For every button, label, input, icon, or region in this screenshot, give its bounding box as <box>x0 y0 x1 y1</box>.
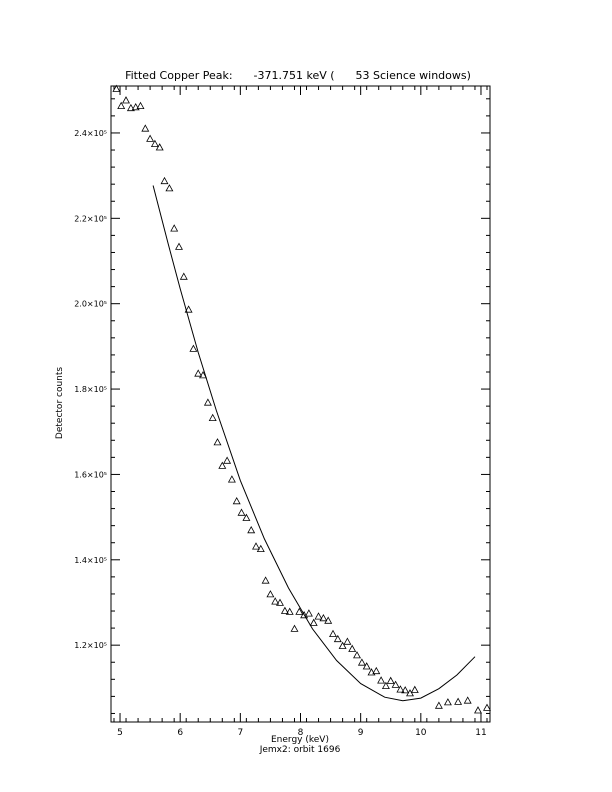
data-point <box>386 676 395 684</box>
data-point <box>474 706 482 714</box>
fit-curve <box>152 185 476 702</box>
x-tick-label: 6 <box>177 728 183 738</box>
data-point <box>377 676 386 684</box>
data-point <box>338 641 347 649</box>
data-point <box>362 662 371 670</box>
data-point <box>256 544 265 552</box>
data-point <box>285 607 294 615</box>
data-point <box>271 597 280 605</box>
data-point <box>304 609 313 617</box>
data-point <box>237 508 246 516</box>
data-point <box>290 624 299 632</box>
data-point <box>170 224 179 232</box>
data-point <box>463 696 472 704</box>
data-point <box>189 344 198 352</box>
x-tick-label: 5 <box>117 728 123 738</box>
data-point <box>141 124 150 132</box>
data-point <box>194 369 203 377</box>
data-point <box>309 618 318 626</box>
data-point <box>227 475 236 483</box>
data-point <box>175 242 183 250</box>
data-point <box>146 134 155 142</box>
data-points-layer <box>112 84 491 714</box>
data-point <box>199 371 207 379</box>
data-point <box>179 272 188 280</box>
data-point <box>242 513 251 521</box>
data-point <box>223 456 232 464</box>
data-point <box>276 598 284 606</box>
x-tick-label: 9 <box>358 728 364 738</box>
y-axis-label: Detector counts <box>55 367 65 439</box>
data-point <box>391 680 400 688</box>
data-point <box>396 685 405 693</box>
data-point <box>401 686 410 694</box>
data-point <box>443 698 452 706</box>
data-point <box>131 102 140 111</box>
data-point <box>357 658 366 666</box>
chart-title: Fitted Copper Peak: -371.751 keV ( 53 Sc… <box>125 69 471 82</box>
plot-frame <box>110 85 491 723</box>
data-point <box>136 101 145 109</box>
data-point <box>232 496 241 505</box>
y-tick-label: 2.0×10⁵ <box>74 300 107 309</box>
data-point <box>160 176 169 185</box>
data-point <box>280 606 289 614</box>
data-point <box>112 84 121 92</box>
data-point <box>319 613 328 622</box>
y-tick-label: 1.6×10⁵ <box>74 470 107 479</box>
y-tick-label: 1.2×10⁵ <box>74 641 107 650</box>
data-point <box>324 616 333 624</box>
x-axis-label: Energy (keV) <box>271 735 329 745</box>
data-point <box>155 143 164 151</box>
data-point <box>122 96 130 104</box>
data-point <box>314 612 323 620</box>
data-point <box>367 668 376 676</box>
data-point <box>348 644 357 652</box>
data-point <box>213 438 222 446</box>
x-tick-label: 8 <box>298 728 304 738</box>
data-point <box>203 398 212 406</box>
data-point <box>300 610 309 619</box>
axes: 5 6 7 8 9 10 11 1.2×10⁵ 1.4×10⁵ 1.6×10⁵ 1.8×10⁵ 2.0… <box>74 85 491 738</box>
data-point <box>381 681 390 689</box>
data-point <box>165 184 174 192</box>
data-point <box>483 703 491 711</box>
chart-subtitle: Jemx2: orbit 1696 <box>259 745 341 755</box>
data-point <box>333 634 342 643</box>
data-point <box>266 590 275 598</box>
data-point <box>247 525 256 534</box>
data-point <box>261 576 270 584</box>
x-tick-label: 10 <box>415 728 427 738</box>
data-point <box>295 607 304 615</box>
data-point <box>218 461 227 469</box>
data-point <box>329 629 337 637</box>
data-point <box>126 103 135 112</box>
data-point <box>117 101 126 109</box>
data-point <box>353 651 361 659</box>
data-point <box>150 139 159 148</box>
fit-curve-layer <box>152 185 476 702</box>
y-tick-label: 2.2×10⁵ <box>74 214 107 223</box>
x-tick-label: 11 <box>475 728 486 738</box>
data-point <box>184 305 193 313</box>
data-point <box>372 666 381 675</box>
data-point <box>208 413 217 422</box>
x-tick-label: 7 <box>237 728 243 738</box>
y-tick-label: 1.4×10⁵ <box>74 556 107 565</box>
data-point <box>454 697 463 705</box>
data-point <box>343 637 352 645</box>
data-point <box>434 701 443 709</box>
data-point <box>252 542 260 550</box>
y-tick-label: 2.4×10⁵ <box>74 129 107 138</box>
data-point <box>410 685 419 693</box>
y-tick-label: 1.8×10⁵ <box>74 385 107 394</box>
